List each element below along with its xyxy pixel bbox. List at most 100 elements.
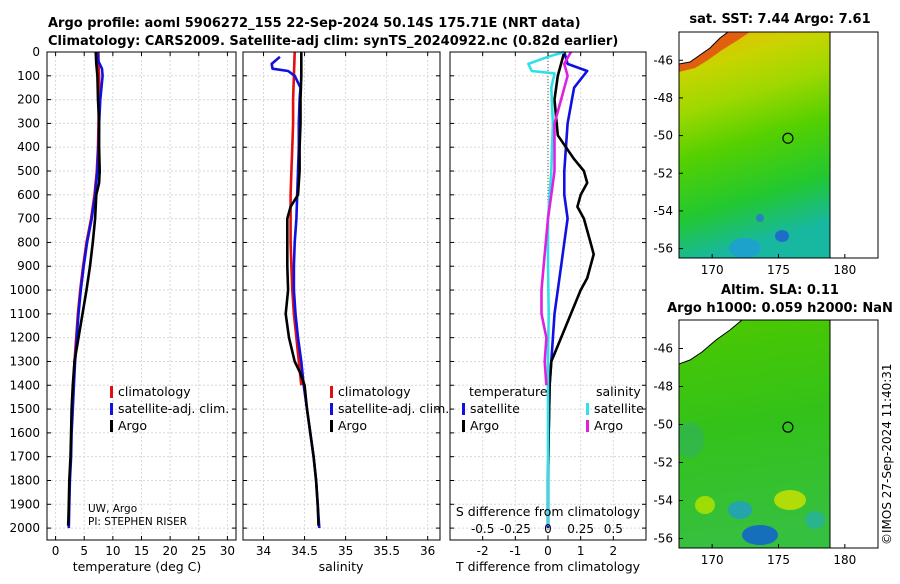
sst-land bbox=[679, 32, 729, 65]
ytick-label: 700 bbox=[17, 212, 40, 226]
ytick-label: 500 bbox=[17, 164, 40, 178]
sla-low-2 bbox=[742, 525, 778, 545]
s-diff-tick-label: -0.25 bbox=[500, 522, 531, 536]
ytick-label: 900 bbox=[17, 259, 40, 273]
map-xtick-label: 170 bbox=[701, 553, 724, 567]
ytick-label: 1900 bbox=[9, 497, 40, 511]
sst-map-extent bbox=[829, 31, 879, 259]
sal-legend-satellite-adj: satellite-adj. clim. bbox=[338, 401, 449, 416]
ytick-label: 1100 bbox=[9, 307, 40, 321]
map-ytick-label: -48 bbox=[653, 91, 673, 105]
series-temperature-argo bbox=[546, 51, 595, 526]
s-difference-xlabel: S difference from climatology bbox=[456, 504, 641, 519]
map-ytick-label: -46 bbox=[653, 53, 673, 67]
legend-swatch-satellite bbox=[110, 403, 113, 415]
ytick-label: 800 bbox=[17, 235, 40, 249]
ytick-label: 200 bbox=[17, 93, 40, 107]
xtick-label: 34 bbox=[256, 544, 271, 558]
ytick-label: 600 bbox=[17, 188, 40, 202]
map-ytick-label: -52 bbox=[653, 456, 673, 470]
map-ytick-label: -54 bbox=[653, 204, 673, 218]
s-diff-tick-label: 0 bbox=[544, 522, 552, 536]
salinity-legend: climatology satellite-adj. clim. Argo bbox=[330, 384, 449, 433]
xtick-label: -2 bbox=[477, 544, 489, 558]
ytick-label: 100 bbox=[17, 69, 40, 83]
xtick-label: 15 bbox=[134, 544, 149, 558]
legend-climatology: climatology bbox=[118, 384, 191, 399]
xtick-label: 0 bbox=[52, 544, 60, 558]
salinity-panel: 34 34.5 35 35.5 36 bbox=[242, 51, 441, 558]
ytick-label: 2000 bbox=[9, 521, 40, 535]
ytick-label: 300 bbox=[17, 116, 40, 130]
series-satellite-adj-clim- bbox=[270, 55, 321, 529]
sst-field bbox=[679, 32, 830, 258]
ytick-label: 1200 bbox=[9, 331, 40, 345]
ytick-label: 1000 bbox=[9, 283, 40, 297]
sal-legend-swatch-climatology bbox=[330, 386, 333, 398]
sla-low-3 bbox=[805, 511, 825, 529]
map-ytick-label: -56 bbox=[653, 532, 673, 546]
sla-high-2 bbox=[774, 490, 806, 510]
xtick-label: 35.5 bbox=[373, 544, 400, 558]
map-ytick-label: -46 bbox=[653, 342, 673, 356]
ytick-label: 1800 bbox=[9, 473, 40, 487]
credit-pi: PI: STEPHEN RISER bbox=[88, 516, 187, 528]
xtick-label: -1 bbox=[509, 544, 521, 558]
diff-legend-sal-argo: Argo bbox=[594, 418, 623, 433]
xtick-label: 30 bbox=[220, 544, 235, 558]
ytick-label: 1600 bbox=[9, 426, 40, 440]
xtick-label: 5 bbox=[80, 544, 88, 558]
xtick-label: 0 bbox=[544, 544, 552, 558]
sst-map-title: sat. SST: 7.44 Argo: 7.61 bbox=[689, 12, 870, 27]
legend-swatch-climatology bbox=[110, 386, 113, 398]
sst-cold-spot-small bbox=[756, 214, 764, 222]
temperature-legend: climatology satellite-adj. clim. Argo bbox=[110, 384, 229, 433]
map-xtick-label: 170 bbox=[701, 263, 724, 277]
salinity-xlabel: salinity bbox=[319, 559, 364, 574]
diff-legend-swatch-temp-argo bbox=[462, 420, 465, 432]
difference-legend: temperature salinity satellite Argo sate… bbox=[462, 384, 644, 433]
sla-map-axes: 170 175 180 -46 -48 -50 -52 -54 -56 bbox=[653, 342, 856, 568]
xtick-label: 35 bbox=[338, 544, 353, 558]
sst-map-axes: 170 175 180 -46 -48 -50 -52 -54 -56 bbox=[653, 53, 856, 277]
ytick-label: 1700 bbox=[9, 450, 40, 464]
temperature-panel: 0 5 10 15 20 25 300100200300400500600700800900… bbox=[9, 45, 237, 558]
sla-map-title-line2: Argo h1000: 0.059 h2000: NaN bbox=[667, 301, 893, 316]
map-ytick-label: -48 bbox=[653, 380, 673, 394]
diff-legend-temp-argo: Argo bbox=[470, 418, 499, 433]
sla-map: 170 175 180 -46 -48 -50 -52 -54 -56 bbox=[653, 319, 879, 568]
credit-institution: UW, Argo bbox=[88, 503, 137, 515]
xtick-label: 20 bbox=[162, 544, 177, 558]
map-ytick-label: -52 bbox=[653, 166, 673, 180]
sal-legend-climatology: climatology bbox=[338, 384, 411, 399]
sal-legend-argo: Argo bbox=[338, 418, 367, 433]
xtick-label: 34.5 bbox=[291, 544, 318, 558]
xtick-label: 2 bbox=[610, 544, 618, 558]
s-diff-tick-label: 0.5 bbox=[604, 522, 623, 536]
temperature-xlabel: temperature (deg C) bbox=[73, 559, 202, 574]
map-xtick-label: 180 bbox=[833, 263, 856, 277]
series-climatology bbox=[289, 51, 303, 386]
diff-legend-salinity-title: salinity bbox=[596, 384, 641, 399]
legend-argo: Argo bbox=[118, 418, 147, 433]
map-ytick-label: -50 bbox=[653, 418, 673, 432]
s-diff-tick-label: 0.25 bbox=[567, 522, 594, 536]
sst-argo-location bbox=[782, 132, 794, 144]
figure-title-line2: Climatology: CARS2009. Satellite-adj cli… bbox=[48, 34, 618, 49]
series-argo bbox=[284, 52, 320, 526]
series-argo bbox=[66, 51, 101, 526]
sal-legend-swatch-argo bbox=[330, 420, 333, 432]
figure-title-line1: Argo profile: aoml 5906272_155 22-Sep-20… bbox=[48, 16, 581, 31]
diff-legend-temp-satellite: satellite bbox=[470, 401, 520, 416]
legend-swatch-argo bbox=[110, 420, 113, 432]
sst-cold-spot bbox=[775, 230, 789, 242]
map-ytick-label: -54 bbox=[653, 494, 673, 508]
sla-high-1 bbox=[695, 496, 715, 514]
xtick-label: 1 bbox=[577, 544, 585, 558]
plot-frame bbox=[242, 51, 441, 541]
map-xtick-label: 175 bbox=[767, 263, 790, 277]
legend-satellite-adj: satellite-adj. clim. bbox=[118, 401, 229, 416]
s-diff-tick-label: -0.5 bbox=[471, 522, 494, 536]
